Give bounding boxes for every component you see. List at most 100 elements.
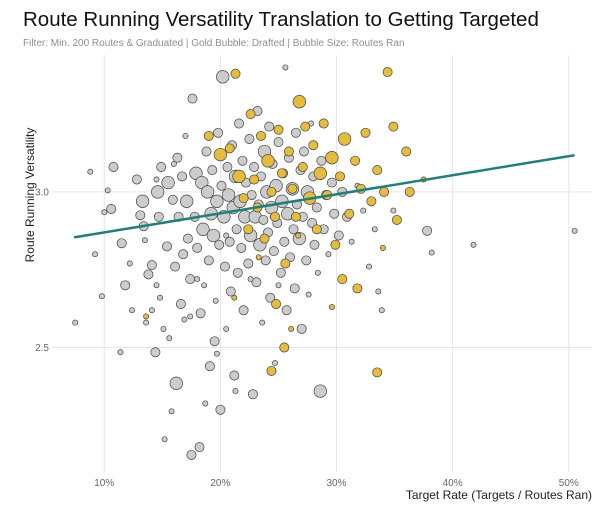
- bubble-drafted: [245, 109, 256, 120]
- bubble-undrafted: [236, 242, 247, 253]
- bubble-undrafted: [222, 162, 233, 172]
- bubble-undrafted: [221, 188, 236, 202]
- bubble-undrafted: [204, 361, 215, 372]
- bubble-drafted: [290, 211, 301, 222]
- bubbles-drafted: [143, 67, 427, 378]
- bubble-undrafted: [201, 146, 212, 157]
- x-tick-label: 50%: [559, 478, 579, 489]
- bubble-undrafted: [279, 236, 290, 247]
- bubble-drafted: [255, 254, 262, 261]
- bubble-drafted: [143, 313, 150, 320]
- bubble-undrafted: [177, 171, 188, 182]
- bubble-undrafted: [259, 319, 266, 326]
- bubble-undrafted: [333, 230, 344, 241]
- bubble-drafted: [280, 258, 291, 269]
- bubble-drafted: [203, 130, 214, 141]
- bubble-undrafted: [182, 132, 189, 139]
- bubble-undrafted: [143, 319, 150, 326]
- bubble-drafted: [270, 211, 280, 222]
- bubble-drafted: [266, 365, 277, 376]
- bubble-undrafted: [282, 64, 289, 71]
- bubble-undrafted: [108, 162, 119, 172]
- bubble-undrafted: [156, 162, 167, 172]
- bubble-undrafted: [272, 360, 278, 367]
- bubble-undrafted: [170, 160, 177, 167]
- bubble-drafted: [330, 239, 341, 250]
- bubble-drafted: [224, 143, 235, 154]
- bubble-undrafted: [116, 238, 127, 249]
- bubble-undrafted: [258, 214, 269, 225]
- bubble-undrafted: [143, 269, 154, 280]
- bubble-undrafted: [92, 251, 98, 258]
- bubble-undrafted: [187, 313, 194, 320]
- bubble-undrafted: [169, 376, 183, 390]
- bubble-undrafted: [129, 307, 136, 314]
- bubble-undrafted: [120, 280, 131, 291]
- bubble-undrafted: [244, 134, 255, 144]
- bubble-undrafted: [378, 307, 385, 314]
- bubble-drafted: [261, 154, 275, 168]
- bubble-undrafted: [216, 180, 227, 191]
- bubble-undrafted: [72, 319, 79, 326]
- bubble-undrafted: [178, 249, 189, 260]
- bubble-undrafted: [238, 305, 249, 316]
- bubble-undrafted: [202, 400, 209, 407]
- bubble-drafted: [300, 121, 311, 132]
- bubble-drafted: [379, 186, 390, 197]
- bubble-undrafted: [87, 168, 94, 175]
- bubble-undrafted: [148, 307, 155, 314]
- bubble-drafted: [230, 68, 241, 79]
- bubble-undrafted: [290, 127, 301, 138]
- bubble-undrafted: [247, 389, 258, 400]
- bubble-drafted: [266, 186, 277, 197]
- bubble-drafted: [404, 186, 415, 197]
- bubble-undrafted: [216, 70, 230, 84]
- x-tick-label: 40%: [443, 478, 463, 489]
- bubble-undrafted: [106, 204, 117, 214]
- bubble-undrafted: [470, 241, 477, 248]
- bubble-undrafted: [243, 258, 254, 269]
- bubble-undrafted: [232, 267, 243, 278]
- bubble-undrafted: [157, 294, 163, 301]
- bubble-undrafted: [348, 238, 355, 245]
- bubble-drafted: [249, 174, 260, 185]
- bubble-undrafted: [213, 350, 220, 357]
- bubble-undrafted: [200, 185, 215, 199]
- bubble-drafted: [382, 67, 393, 78]
- bubble-undrafted: [232, 388, 239, 395]
- bubble-undrafted: [275, 282, 282, 289]
- bubble-undrafted: [251, 277, 262, 288]
- bubble-undrafted: [390, 207, 397, 214]
- bubble-undrafted: [268, 246, 279, 257]
- bubble-undrafted: [160, 325, 167, 332]
- bubble-undrafted: [220, 261, 230, 272]
- y-tick-label: 2.5: [35, 343, 49, 354]
- trend-line: [73, 153, 575, 239]
- y-tick-label: 3.0: [35, 187, 49, 198]
- bubble-undrafted: [281, 305, 292, 316]
- bubble-drafted: [372, 165, 383, 176]
- bubble-undrafted: [314, 269, 321, 276]
- bubble-undrafted: [185, 274, 196, 285]
- bubble-undrafted: [229, 370, 240, 381]
- bubble-undrafted: [422, 225, 433, 236]
- bubble-undrafted: [275, 267, 286, 278]
- bubble-undrafted: [182, 233, 193, 244]
- bubble-undrafted: [264, 121, 275, 132]
- bubble-drafted: [328, 304, 335, 311]
- bubble-undrafted: [289, 283, 300, 294]
- x-axis-label: Target Rate (Targets / Routes Ran): [405, 488, 592, 502]
- bubble-drafted: [232, 169, 246, 184]
- bubble-undrafted: [316, 155, 327, 166]
- grid-lines: [52, 55, 592, 472]
- bubble-undrafted: [146, 260, 157, 271]
- bubble-undrafted: [309, 239, 320, 250]
- bubble-undrafted: [104, 187, 111, 194]
- bubble-drafted: [287, 183, 298, 194]
- chart-title: Route Running Versatility Translation to…: [23, 8, 539, 31]
- bubble-undrafted: [237, 155, 248, 166]
- bubble-undrafted: [98, 293, 105, 300]
- bubble-drafted: [271, 299, 282, 309]
- bubble-undrafted: [223, 325, 230, 332]
- bubble-undrafted: [161, 436, 168, 443]
